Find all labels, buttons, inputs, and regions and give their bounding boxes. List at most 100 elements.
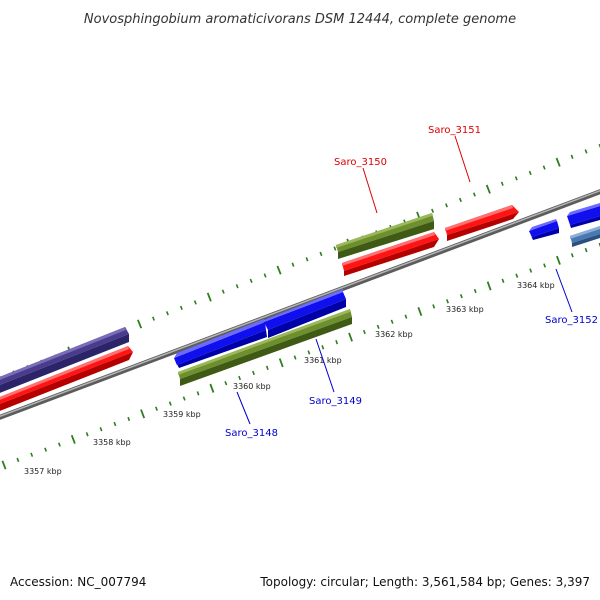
major-tick bbox=[140, 409, 146, 419]
gene-label-saro-3149[interactable]: Saro_3149 bbox=[309, 396, 362, 407]
callout-lines bbox=[236, 135, 573, 425]
gene-label-saro-3150[interactable]: Saro_3150 bbox=[334, 157, 387, 168]
major-tick bbox=[137, 319, 143, 329]
gene-label-saro-3151[interactable]: Saro_3151 bbox=[428, 125, 481, 136]
minor-tick bbox=[196, 391, 200, 396]
gene-arrow-saro-3151[interactable] bbox=[445, 205, 519, 241]
major-tick bbox=[486, 281, 492, 291]
minor-tick bbox=[182, 396, 186, 401]
gene-label-saro-3148[interactable]: Saro_3148 bbox=[225, 428, 278, 439]
major-tick bbox=[276, 265, 282, 275]
tick-label: 3361 kbp bbox=[304, 356, 342, 365]
minor-tick bbox=[152, 316, 155, 321]
gene-labels: Saro_3151 Saro_3150 Saro_3148 Saro_3149 … bbox=[225, 125, 598, 439]
tick-label: 3359 kbp bbox=[163, 410, 201, 419]
lower-tick-row bbox=[1, 242, 600, 470]
minor-tick bbox=[501, 278, 505, 283]
major-tick bbox=[555, 157, 561, 167]
gene-arrow-saro-3150[interactable] bbox=[336, 213, 434, 259]
minor-tick bbox=[529, 268, 533, 273]
major-tick bbox=[1, 460, 7, 470]
major-tick bbox=[348, 332, 353, 342]
minor-tick bbox=[293, 355, 297, 360]
minor-tick bbox=[305, 257, 309, 262]
minor-tick bbox=[445, 203, 448, 208]
minor-tick bbox=[584, 247, 588, 253]
accession-text: Accession: NC_007794 bbox=[10, 575, 146, 589]
minor-tick bbox=[500, 181, 504, 186]
gene-label-saro-3152[interactable]: Saro_3152 bbox=[545, 315, 598, 326]
major-tick bbox=[556, 255, 561, 265]
gene-arrow-steel-blue[interactable] bbox=[570, 226, 600, 247]
minor-tick bbox=[376, 324, 380, 329]
minor-tick bbox=[390, 319, 394, 324]
minor-tick bbox=[85, 432, 89, 437]
minor-tick bbox=[263, 273, 267, 278]
minor-tick bbox=[570, 154, 574, 159]
minor-tick bbox=[179, 305, 183, 310]
minor-tick bbox=[459, 294, 463, 299]
minor-tick bbox=[472, 192, 476, 197]
major-tick bbox=[70, 434, 76, 444]
minor-tick bbox=[307, 350, 311, 355]
map-title: Novosphingobium aromaticivorans DSM 1244… bbox=[84, 12, 516, 27]
minor-tick bbox=[333, 246, 337, 251]
genome-backbone bbox=[0, 189, 600, 420]
gene-arrow-saro-3149[interactable] bbox=[264, 289, 346, 338]
minor-tick bbox=[291, 262, 295, 267]
major-tick bbox=[485, 184, 491, 194]
minor-tick bbox=[570, 253, 574, 258]
minor-tick bbox=[221, 289, 225, 294]
gene-arrow-red-left[interactable] bbox=[0, 346, 133, 414]
minor-tick bbox=[432, 304, 436, 309]
minor-tick bbox=[99, 427, 103, 432]
minor-tick bbox=[252, 370, 255, 376]
tick-label: 3358 kbp bbox=[93, 438, 131, 447]
major-tick bbox=[209, 383, 215, 393]
minor-tick bbox=[113, 421, 117, 427]
minor-tick bbox=[238, 375, 242, 381]
major-tick bbox=[278, 358, 284, 368]
minor-tick bbox=[543, 263, 547, 268]
minor-tick bbox=[542, 165, 546, 170]
minor-tick bbox=[224, 381, 228, 386]
minor-tick bbox=[319, 251, 323, 257]
gene-features bbox=[0, 203, 600, 414]
gene-arrow-purple-left[interactable] bbox=[0, 327, 129, 396]
minor-tick bbox=[44, 447, 48, 452]
gene-arrow-green-lower[interactable] bbox=[178, 309, 352, 386]
minor-tick bbox=[362, 329, 366, 335]
minor-tick bbox=[30, 452, 34, 457]
minor-tick bbox=[16, 457, 20, 463]
minor-tick bbox=[458, 197, 462, 203]
minor-tick bbox=[431, 208, 435, 213]
tick-label: 3362 kbp bbox=[375, 330, 413, 339]
tick-label: 3363 kbp bbox=[446, 305, 484, 314]
minor-tick bbox=[528, 170, 532, 176]
minor-tick bbox=[265, 365, 269, 370]
tick-label: 3360 kbp bbox=[233, 382, 271, 391]
minor-tick bbox=[127, 416, 131, 422]
minor-tick bbox=[584, 149, 588, 154]
tick-label: 3357 kbp bbox=[24, 467, 62, 476]
minor-tick bbox=[321, 345, 325, 350]
minor-tick bbox=[165, 311, 169, 316]
minor-tick bbox=[168, 401, 172, 406]
topology-text: Topology: circular; Length: 3,561,584 bp… bbox=[259, 575, 590, 589]
minor-tick bbox=[155, 406, 158, 411]
minor-tick bbox=[57, 442, 61, 447]
major-tick bbox=[206, 292, 212, 302]
minor-tick bbox=[249, 278, 253, 284]
major-tick bbox=[417, 306, 423, 317]
gene-arrow-blue-small[interactable] bbox=[529, 219, 559, 240]
gene-arrow-saro-3148[interactable] bbox=[174, 319, 267, 368]
tick-label: 3364 kbp bbox=[517, 281, 555, 290]
minor-tick bbox=[446, 299, 449, 304]
gene-arrow-saro-3152[interactable] bbox=[567, 203, 600, 228]
gene-arrow-red-middle[interactable] bbox=[342, 232, 439, 276]
minor-tick bbox=[335, 340, 339, 345]
minor-tick bbox=[473, 288, 477, 294]
minor-tick bbox=[235, 284, 239, 289]
minor-tick bbox=[514, 176, 518, 181]
